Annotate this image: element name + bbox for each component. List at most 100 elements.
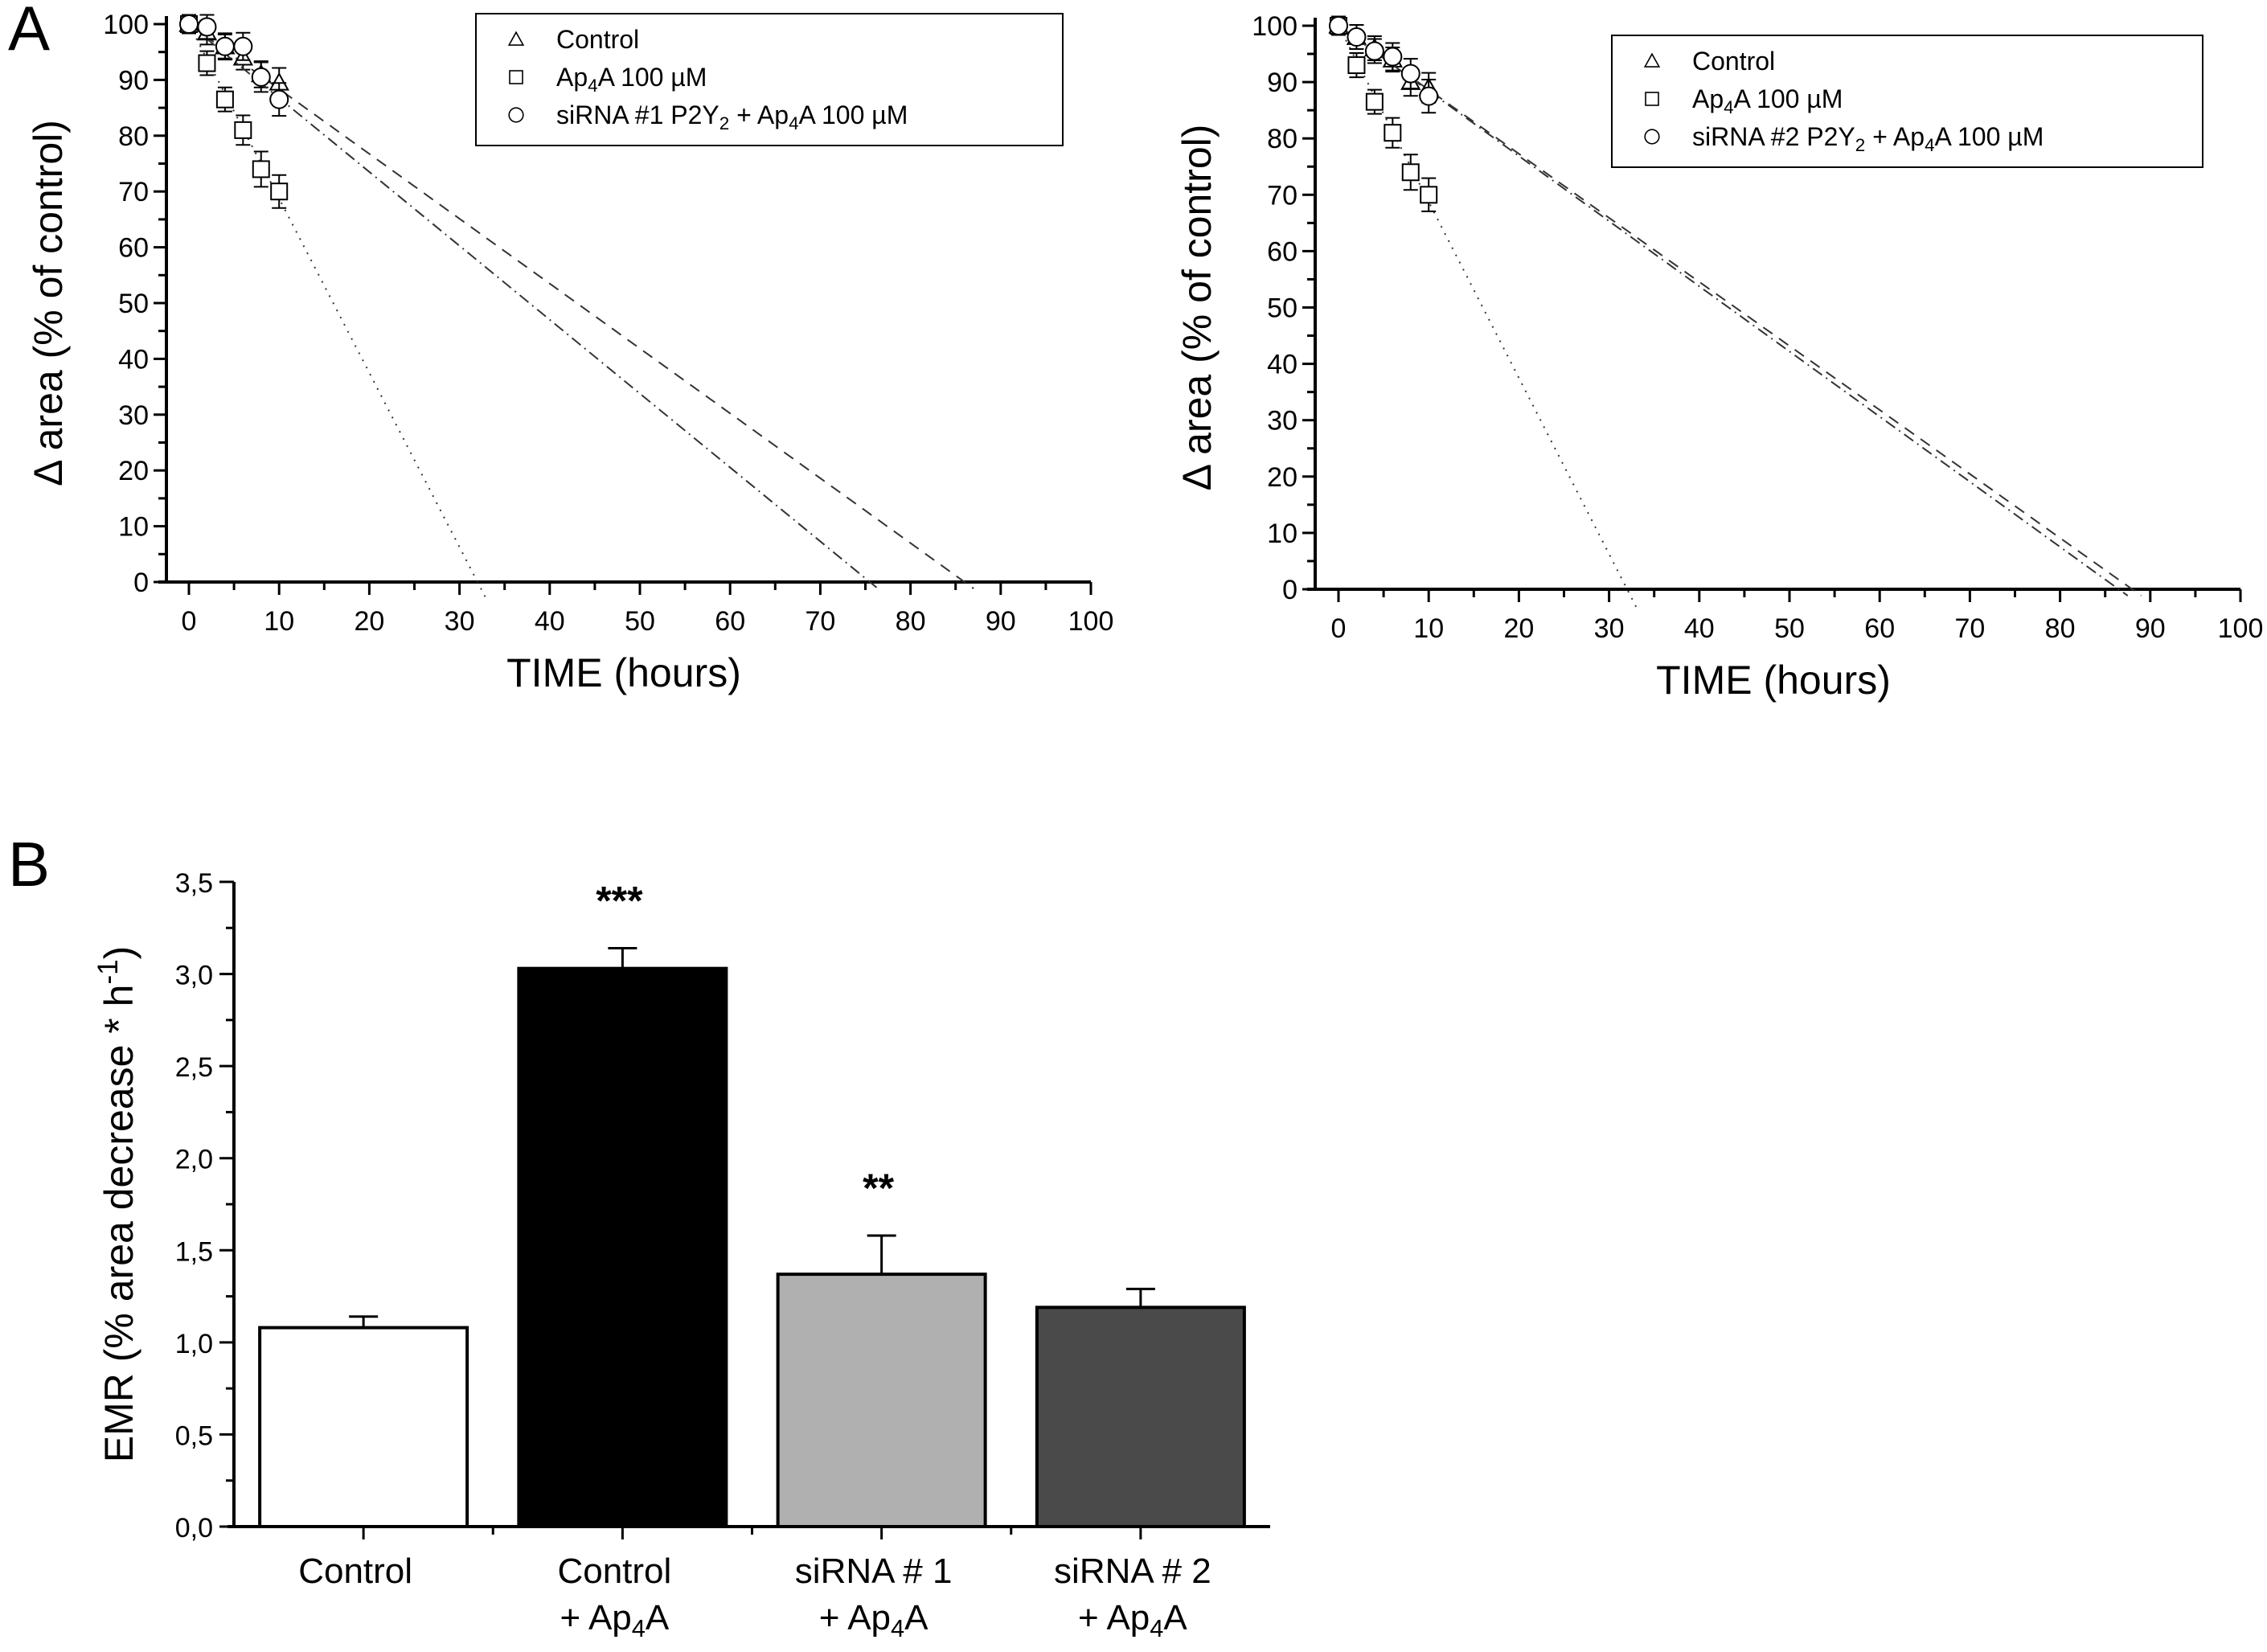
data-point bbox=[1329, 16, 1348, 35]
data-point bbox=[234, 121, 252, 139]
y-tick-label: 100 bbox=[1252, 11, 1297, 42]
y-tick-label: 3,5 bbox=[175, 868, 213, 899]
y-axis-title: Δ area (% of control) bbox=[1174, 125, 1220, 491]
y-tick-label: 30 bbox=[1267, 406, 1297, 437]
text-part: A 100 µM bbox=[598, 63, 707, 92]
fit-line bbox=[1338, 25, 2129, 596]
subscript: 4 bbox=[1724, 97, 1733, 117]
fit-line bbox=[1338, 25, 2142, 596]
x-tick-label: 70 bbox=[805, 606, 835, 637]
legend-square-icon bbox=[1645, 92, 1659, 106]
data-point bbox=[252, 160, 270, 178]
data-point bbox=[1419, 86, 1439, 106]
y-tick-label: 3,0 bbox=[175, 961, 213, 991]
y-tick-label: 0 bbox=[1282, 575, 1297, 605]
data-point bbox=[1347, 56, 1366, 75]
data-point bbox=[1365, 92, 1384, 111]
subscript: 4 bbox=[588, 76, 597, 96]
x-tick-label: 10 bbox=[264, 606, 294, 637]
x-tick-label: 60 bbox=[715, 606, 745, 637]
x-tick-label: 20 bbox=[1503, 613, 1534, 644]
panel-label-a: A bbox=[8, 0, 50, 64]
legend-triangle-icon bbox=[1643, 52, 1661, 68]
data-point bbox=[233, 36, 253, 56]
legend-marker bbox=[508, 107, 524, 123]
y-tick-label: 40 bbox=[1267, 350, 1297, 380]
legend-marker bbox=[1643, 52, 1661, 68]
fit-line bbox=[188, 23, 974, 589]
y-tick-label: 0,5 bbox=[175, 1420, 213, 1451]
y-tick-label: 60 bbox=[1267, 236, 1297, 267]
bar bbox=[776, 1273, 987, 1529]
x-tick-label: 60 bbox=[1864, 613, 1895, 644]
x-tick-label: 90 bbox=[2135, 613, 2166, 644]
legend-square-icon bbox=[509, 70, 523, 84]
text-part: A 100 µM bbox=[1734, 84, 1843, 113]
legend-label: Control bbox=[556, 25, 639, 54]
y-tick-label: 80 bbox=[118, 121, 149, 152]
legend-circle-icon bbox=[1644, 129, 1660, 145]
y-title-close: ) bbox=[96, 946, 141, 960]
y-tick-label: 0 bbox=[133, 568, 149, 598]
y-axis-title: Δ area (% of control) bbox=[26, 120, 71, 486]
y-tick-label: 70 bbox=[118, 177, 149, 207]
x-tick-label: 40 bbox=[535, 606, 565, 637]
y-tick-label: 10 bbox=[118, 512, 149, 543]
x-tick-label: 50 bbox=[1774, 613, 1805, 644]
x-tick-label: 90 bbox=[986, 606, 1016, 637]
x-tick-label: 80 bbox=[896, 606, 926, 637]
x-tick-label: 100 bbox=[1068, 606, 1114, 637]
x-tick-label: 10 bbox=[1413, 613, 1444, 644]
legend-box bbox=[475, 13, 1064, 146]
subscript: 4 bbox=[1925, 135, 1934, 155]
legend-marker bbox=[1644, 129, 1660, 145]
fit-line bbox=[188, 23, 879, 590]
category-label: siRNA # 1 bbox=[795, 1552, 953, 1591]
legend-marker bbox=[507, 31, 525, 46]
data-point bbox=[1384, 124, 1402, 142]
text-part: + Ap bbox=[819, 1598, 891, 1638]
y-tick-label: 1,5 bbox=[175, 1236, 213, 1267]
text-part: + Ap bbox=[1865, 122, 1925, 151]
text-part: A 100 µM bbox=[799, 100, 908, 129]
bar bbox=[1035, 1306, 1246, 1528]
x-tick-label: 50 bbox=[625, 606, 655, 637]
category-label: Control bbox=[298, 1552, 412, 1591]
legend-marker bbox=[1645, 92, 1659, 106]
text-part: siRNA #1 P2Y bbox=[556, 100, 719, 129]
y-tick-label: 2,5 bbox=[175, 1052, 213, 1083]
data-point bbox=[1383, 47, 1403, 67]
text-part: siRNA #2 P2Y bbox=[1692, 122, 1855, 151]
x-tick-label: 80 bbox=[2045, 613, 2076, 644]
y-tick-label: 60 bbox=[118, 233, 149, 264]
x-tick-label: 30 bbox=[445, 606, 475, 637]
text-part: A bbox=[904, 1598, 929, 1638]
bar bbox=[517, 966, 728, 1528]
y-tick-label: 70 bbox=[1267, 180, 1297, 211]
text-part: + Ap bbox=[1078, 1598, 1150, 1638]
data-point bbox=[270, 182, 289, 201]
text-part: + Ap bbox=[729, 100, 789, 129]
subscript: 2 bbox=[719, 113, 729, 133]
y-title-sup: -1 bbox=[92, 959, 124, 984]
x-tick-label: 70 bbox=[1954, 613, 1985, 644]
chart-a-left: 0 10 20 30 40 50 60 70 80 90 100 0 10 20 30 40 50 60 70 80 9… bbox=[26, 10, 1113, 695]
chart-b-bars: 0,0 0,5 1,0 1,5 2,0 2,5 3,0 3,5 EMR (% area decr… bbox=[92, 868, 1270, 1642]
subscript: 4 bbox=[632, 1614, 646, 1642]
data-point bbox=[1347, 27, 1367, 47]
category-label-line2: + Ap4A bbox=[560, 1598, 669, 1642]
text-part: A bbox=[646, 1598, 670, 1638]
x-tick-label: 40 bbox=[1684, 613, 1715, 644]
y-tick-label: 20 bbox=[118, 456, 149, 486]
category-label-line2: + Ap4A bbox=[819, 1598, 929, 1642]
text-part: Control bbox=[556, 25, 639, 54]
significance-marker: ** bbox=[863, 1166, 894, 1211]
y-tick-label: 10 bbox=[1267, 519, 1297, 549]
data-point bbox=[197, 17, 217, 37]
x-tick-label: 0 bbox=[1331, 613, 1347, 644]
y-title-main: EMR (% area decrease * h bbox=[96, 985, 141, 1463]
data-point bbox=[198, 54, 216, 72]
